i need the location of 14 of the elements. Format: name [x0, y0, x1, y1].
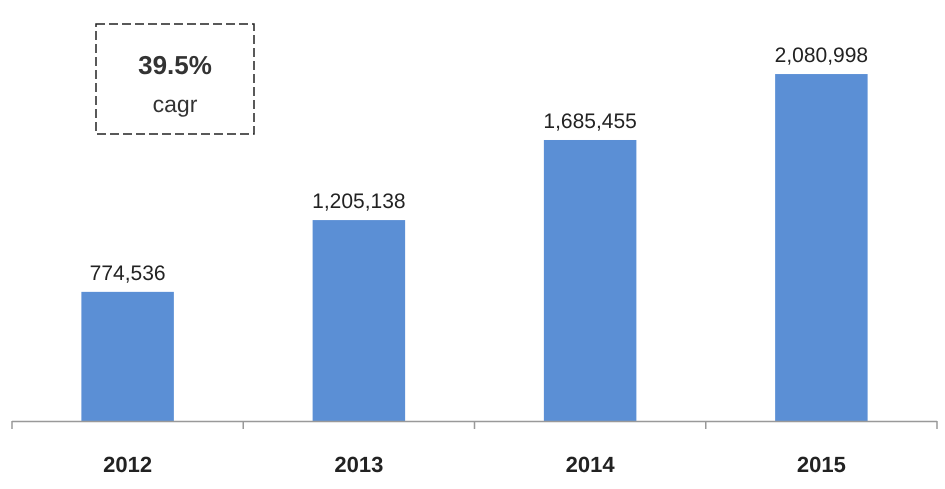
bar: [81, 292, 174, 421]
data-label: 1,205,138: [312, 190, 406, 214]
x-tick-label: 2012: [103, 452, 152, 477]
annotation: 39.5%: [138, 50, 212, 80]
data-label: 1,685,455: [543, 110, 637, 133]
bar: [775, 74, 868, 421]
x-tick-label: 2014: [566, 452, 616, 477]
bar: [544, 140, 636, 421]
x-tick-label: 2013: [334, 452, 384, 477]
data-label: 774,536: [90, 262, 166, 285]
annotation: cagr: [152, 91, 198, 117]
x-tick-label: 2015: [796, 452, 846, 477]
data-label: 2,080,998: [774, 44, 868, 68]
bar: [312, 220, 406, 421]
